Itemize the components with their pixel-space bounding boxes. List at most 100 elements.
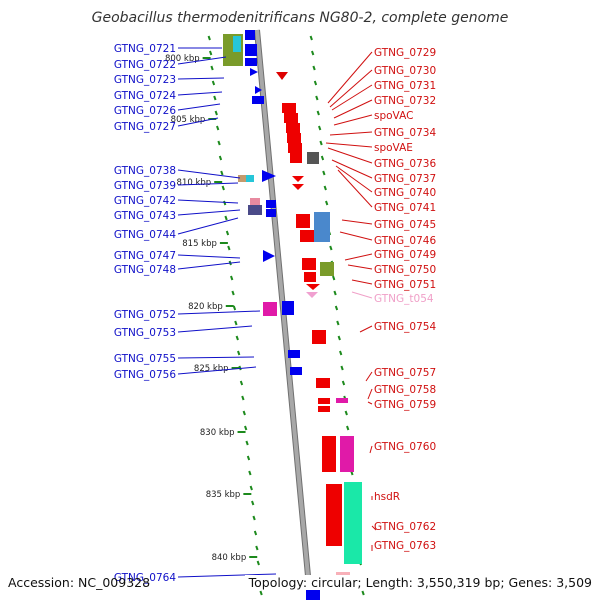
gene-feature[interactable] — [304, 272, 316, 282]
gene-feature[interactable] — [287, 133, 301, 143]
gene-feature[interactable] — [282, 103, 296, 113]
gene-label-right[interactable]: spoVAC — [374, 110, 413, 122]
gene-feature[interactable] — [290, 153, 302, 163]
gene-feature[interactable] — [314, 212, 330, 242]
gene-label-left[interactable]: GTNG_0748 — [114, 264, 176, 276]
gene-label-right[interactable]: GTNG_0731 — [374, 80, 436, 92]
gene-feature[interactable] — [326, 484, 342, 546]
gene-label-right[interactable]: GTNG_0737 — [374, 173, 436, 185]
gene-label-right[interactable]: GTNG_0763 — [374, 540, 436, 552]
gene-feature[interactable] — [322, 436, 336, 472]
gene-label-right[interactable]: hsdR — [374, 491, 400, 503]
gene-feature[interactable] — [282, 301, 294, 315]
left-track-dash — [253, 530, 258, 536]
gene-label-right[interactable]: GTNG_0745 — [374, 219, 436, 231]
gene-feature[interactable] — [233, 36, 241, 52]
gene-label-right[interactable]: GTNG_0749 — [374, 249, 436, 261]
gene-feature[interactable] — [300, 230, 314, 242]
gene-label-right[interactable]: GTNG_0759 — [374, 399, 436, 411]
gene-feature[interactable] — [302, 258, 316, 270]
gene-feature[interactable] — [266, 209, 276, 217]
gene-label-right[interactable]: GTNG_0754 — [374, 321, 436, 333]
gene-feature[interactable] — [263, 250, 275, 262]
gene-feature[interactable] — [320, 262, 334, 276]
gene-label-left[interactable]: GTNG_0744 — [114, 229, 176, 241]
gene-feature[interactable] — [248, 205, 262, 215]
gene-feature[interactable] — [307, 152, 319, 164]
gene-label-left[interactable]: GTNG_0726 — [114, 105, 176, 117]
gene-label-right[interactable]: GTNG_0757 — [374, 367, 436, 379]
gene-feature[interactable] — [288, 143, 302, 153]
gene-feature[interactable] — [312, 330, 326, 344]
gene-feature[interactable] — [250, 198, 260, 206]
gene-feature[interactable] — [306, 284, 320, 290]
gene-label-right[interactable]: GTNG_0730 — [374, 65, 436, 77]
gene-feature[interactable] — [306, 590, 320, 600]
gene-label-right[interactable]: GTNG_t054 — [374, 293, 434, 305]
gene-feature[interactable] — [306, 292, 318, 298]
gene-label-right[interactable]: GTNG_0760 — [374, 441, 436, 453]
gene-feature[interactable] — [316, 378, 330, 388]
gene-label-right[interactable]: GTNG_0740 — [374, 187, 436, 199]
gene-feature[interactable] — [336, 398, 348, 403]
left-track-dash — [227, 245, 231, 251]
gene-feature[interactable] — [284, 113, 298, 123]
gene-feature[interactable] — [238, 175, 246, 182]
gene-feature[interactable] — [266, 200, 276, 208]
gene-feature[interactable] — [252, 96, 264, 104]
gene-feature[interactable] — [255, 86, 262, 94]
gene-feature[interactable] — [290, 367, 302, 375]
gene-label-right[interactable]: GTNG_0746 — [374, 235, 436, 247]
gene-feature[interactable] — [276, 72, 288, 80]
gene-feature[interactable] — [292, 176, 304, 182]
gene-feature[interactable] — [318, 406, 330, 412]
gene-feature[interactable] — [318, 398, 330, 404]
gene-feature[interactable] — [292, 184, 304, 190]
gene-label-left[interactable]: GTNG_0756 — [114, 369, 176, 381]
gene-label-left[interactable]: GTNG_0755 — [114, 353, 176, 365]
left-track-dash — [234, 320, 238, 326]
right-track-dash — [320, 155, 325, 161]
gene-label-left[interactable]: GTNG_0727 — [114, 121, 176, 133]
gene-label-left[interactable]: GTNG_0747 — [114, 250, 176, 262]
gene-label-right[interactable]: GTNG_0734 — [374, 127, 436, 139]
gene-feature[interactable] — [340, 436, 354, 472]
gene-feature[interactable] — [245, 58, 257, 66]
gene-label-right[interactable]: GTNG_0729 — [374, 47, 436, 59]
gene-label-left[interactable]: GTNG_0742 — [114, 195, 176, 207]
gene-feature[interactable] — [286, 123, 300, 133]
gene-label-left[interactable]: GTNG_0764 — [114, 572, 176, 584]
gene-feature[interactable] — [250, 68, 258, 76]
gene-feature[interactable] — [344, 482, 362, 564]
gene-label-left[interactable]: GTNG_0753 — [114, 327, 176, 339]
gene-label-right[interactable]: GTNG_0736 — [374, 158, 436, 170]
gene-label-right[interactable]: GTNG_0732 — [374, 95, 436, 107]
gene-label-right[interactable]: GTNG_0758 — [374, 384, 436, 396]
gene-label-left[interactable]: GTNG_0752 — [114, 309, 176, 321]
left-track-dash — [209, 50, 213, 56]
gene-label-right[interactable]: GTNG_0751 — [374, 279, 436, 291]
leader-line — [177, 56, 227, 65]
gene-feature[interactable] — [262, 170, 276, 182]
gene-label-left[interactable]: GTNG_0722 — [114, 59, 176, 71]
gene-feature[interactable] — [245, 44, 257, 56]
gene-label-left[interactable]: GTNG_0724 — [114, 90, 176, 102]
gene-label-left[interactable]: GTNG_0739 — [114, 180, 176, 192]
gene-label-left[interactable]: GTNG_0721 — [114, 43, 176, 55]
gene-feature[interactable] — [245, 30, 255, 40]
gene-label-left[interactable]: GTNG_0738 — [114, 165, 176, 177]
gene-label-left[interactable]: GTNG_0723 — [114, 74, 176, 86]
gene-feature[interactable] — [246, 175, 254, 182]
gene-label-right[interactable]: GTNG_0741 — [374, 202, 436, 214]
gene-feature[interactable] — [296, 214, 310, 228]
gene-label-right[interactable]: GTNG_0762 — [374, 521, 436, 533]
leader-line — [177, 261, 241, 270]
left-track-dash — [224, 215, 228, 221]
gene-feature[interactable] — [263, 302, 277, 316]
gene-label-left[interactable]: GTNG_0743 — [114, 210, 176, 222]
gene-label-right[interactable]: GTNG_0750 — [374, 264, 436, 276]
gene-label-right[interactable]: spoVAE — [374, 142, 413, 154]
gene-feature[interactable] — [288, 350, 300, 358]
